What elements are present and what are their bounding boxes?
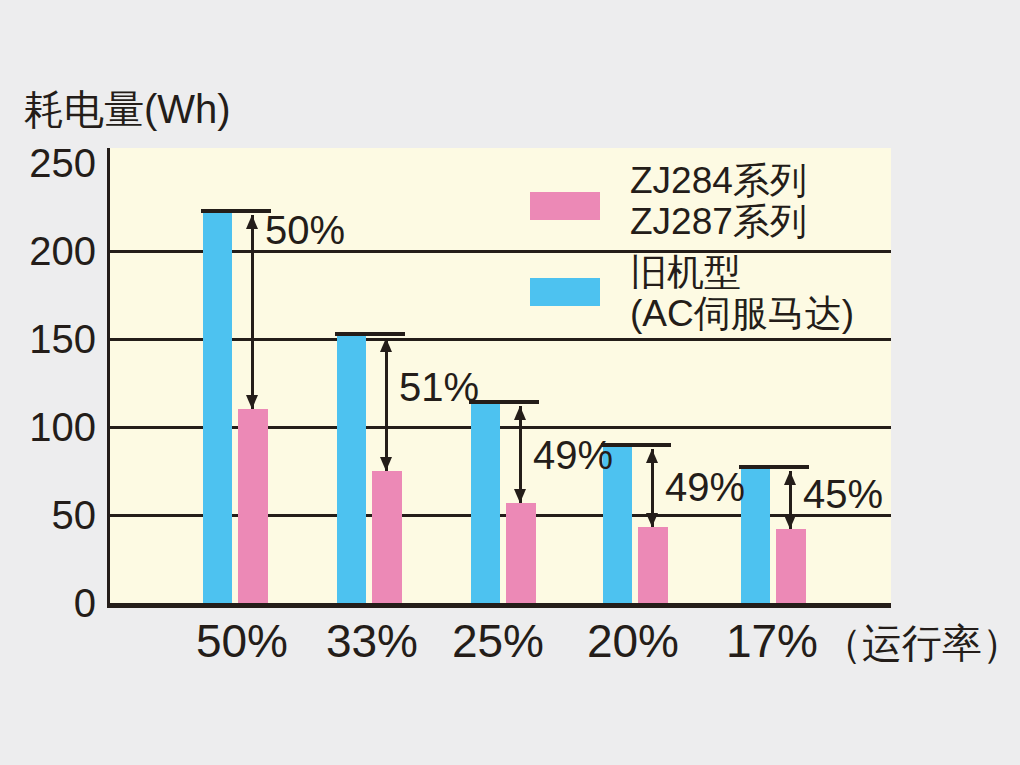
legend-label-zj-series-line1: ZJ284系列 [630,160,807,201]
reduction-arrow-head-down-50% [246,395,258,409]
annotation-cap-line-17% [739,465,809,469]
y-tick-label-200: 200 [0,227,96,275]
reduction-arrow-line-33% [385,338,388,471]
y-axis-title: 耗电量(Wh) [24,82,231,137]
legend-label-zj-series-line2: ZJ287系列 [630,201,807,242]
y-tick-label-100: 100 [0,403,96,451]
legend-label-old-model-line2: (AC伺服马达) [630,293,854,334]
bar-zj-series-17% [776,529,806,603]
reduction-arrow-head-down-20% [646,513,658,527]
legend-swatch-zj-series [530,192,600,220]
y-tick-label-150: 150 [0,315,96,363]
reduction-label-20%: 49% [665,465,745,509]
bar-old-model-50% [203,211,232,603]
annotation-cap-line-25% [469,400,539,404]
reduction-label-25%: 49% [533,433,613,477]
annotation-cap-line-20% [601,443,671,447]
bar-zj-series-50% [238,409,268,603]
reduction-label-17%: 45% [803,472,883,516]
y-tick-label-0: 0 [0,579,96,627]
reduction-arrow-head-up-17% [784,471,796,485]
reduction-arrow-head-up-50% [246,215,258,229]
bar-zj-series-25% [506,503,536,603]
reduction-arrow-head-up-33% [380,338,392,352]
reduction-label-50%: 50% [265,208,345,252]
reduction-arrow-line-50% [251,215,254,410]
y-tick-label-50: 50 [0,491,96,539]
bar-old-model-25% [471,402,500,603]
reduction-arrow-head-down-33% [380,457,392,471]
bar-old-model-33% [337,334,366,603]
annotation-cap-line-33% [335,332,405,336]
chart-canvas: 耗电量(Wh) 50%51%49%49%45% （运行率） 0501001502… [0,0,1020,765]
x-tick-label-17%: 17% [692,616,852,666]
bar-zj-series-20% [638,527,668,603]
reduction-arrow-head-up-25% [514,406,526,420]
annotation-cap-line-50% [201,209,271,213]
bar-old-model-17% [741,467,770,603]
reduction-label-33%: 51% [399,365,479,409]
bar-zj-series-33% [372,471,402,603]
legend-label-old-model-line1: 旧机型 [630,252,741,293]
y-tick-label-250: 250 [0,139,96,187]
reduction-arrow-head-down-17% [784,515,796,529]
x-tick-label-20%: 20% [553,616,713,666]
legend-swatch-old-model [530,278,600,306]
reduction-arrow-head-up-20% [646,449,658,463]
reduction-arrow-head-down-25% [514,489,526,503]
